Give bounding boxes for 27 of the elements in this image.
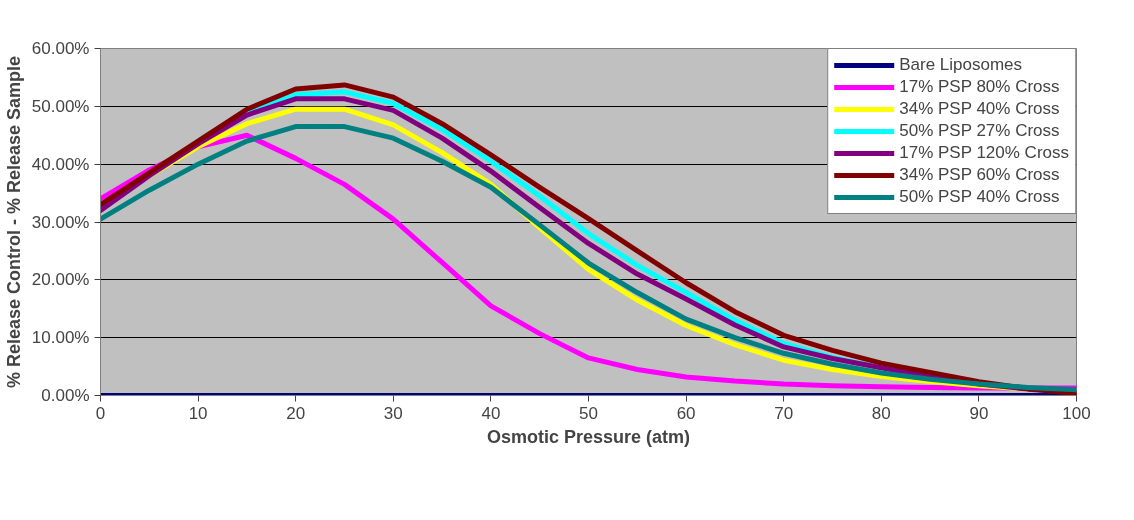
y-tick-label: 20.00%: [31, 270, 90, 290]
x-tick-label: 100: [1062, 403, 1091, 423]
legend-label: 17% PSP 120% Cross: [899, 143, 1069, 163]
x-tick-label: 50: [579, 403, 598, 423]
x-tick-label: 60: [676, 403, 696, 423]
x-axis-title: Osmotic Pressure (atm): [486, 426, 691, 447]
y-axis-title: % Release Control - % Release Sample: [3, 55, 24, 389]
x-tick-label: 80: [871, 403, 891, 423]
x-tick-label: 10: [188, 403, 208, 423]
y-tick-label: 30.00%: [31, 212, 90, 232]
x-tick-label: 90: [969, 403, 989, 423]
x-tick-label: 40: [481, 403, 501, 423]
x-tick-label: 70: [774, 403, 794, 423]
x-tick-label: 30: [383, 403, 403, 423]
y-tick-label: 50.00%: [31, 96, 90, 116]
legend-label: 34% PSP 40% Cross: [899, 99, 1060, 119]
legend-label: 17% PSP 80% Cross: [899, 77, 1060, 97]
y-tick-label: 60.00%: [31, 39, 90, 58]
x-tick-label: 0: [95, 403, 106, 423]
y-tick-label: 40.00%: [31, 154, 90, 174]
legend-label: Bare Liposomes: [899, 55, 1023, 75]
y-tick-label: 10.00%: [31, 328, 90, 348]
legend-label: 50% PSP 27% Cross: [899, 121, 1060, 141]
legend-label: 34% PSP 60% Cross: [899, 165, 1060, 185]
y-tick-label: 0.00%: [41, 386, 90, 405]
x-tick-label: 20: [286, 403, 306, 423]
legend-label: 50% PSP 40% Cross: [899, 187, 1060, 207]
